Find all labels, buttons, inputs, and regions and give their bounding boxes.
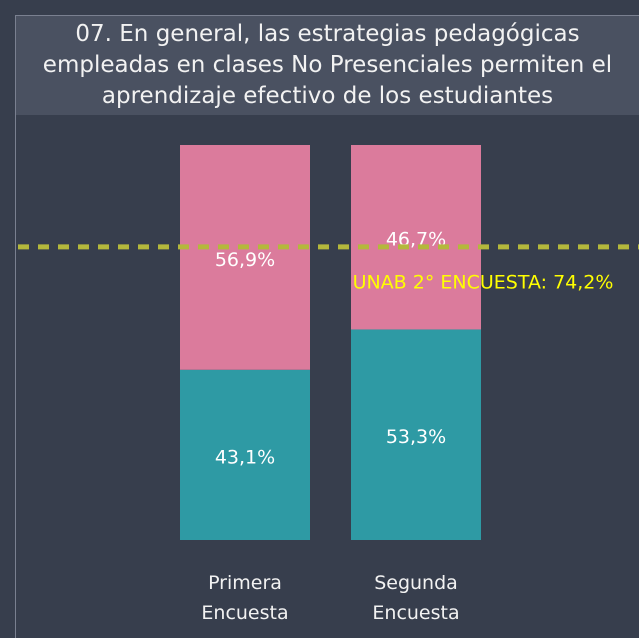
bar-segment <box>351 145 481 330</box>
reference-label: UNAB 2° ENCUESTA: 74,2% <box>353 271 614 293</box>
value-label: 43,1% <box>215 446 275 468</box>
value-label: 56,9% <box>215 249 275 271</box>
x-tick-label: Segunda Encuesta <box>372 572 460 624</box>
value-label: 46,7% <box>386 229 446 251</box>
x-tick-label: Primera Encuesta <box>201 572 289 624</box>
bar-segment <box>180 369 310 540</box>
bar-segment <box>180 145 310 370</box>
bar-segment <box>351 329 481 540</box>
value-label: 53,3% <box>386 426 446 448</box>
chart-title: 07. En general, las estrategias pedagógi… <box>16 16 639 115</box>
frame <box>15 15 639 638</box>
